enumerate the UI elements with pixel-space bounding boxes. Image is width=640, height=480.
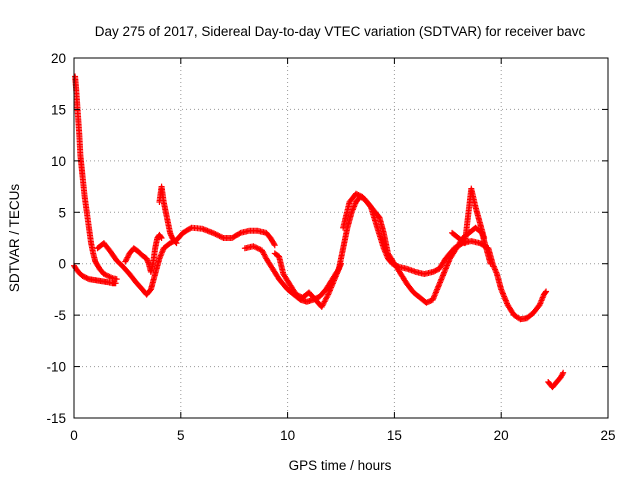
data-point	[113, 276, 120, 283]
data-point	[559, 371, 566, 378]
data-point	[215, 232, 222, 239]
x-tick-label: 20	[494, 428, 509, 443]
data-point	[212, 231, 219, 238]
data-point	[324, 292, 331, 299]
data-point	[542, 289, 549, 296]
x-axis-label: GPS time / hours	[289, 458, 392, 473]
data-point	[173, 240, 180, 247]
x-tick-label: 15	[387, 428, 402, 443]
data-point	[213, 231, 220, 238]
series-track-3	[94, 224, 278, 298]
series-track-5	[156, 183, 180, 247]
x-tick-label: 10	[280, 428, 295, 443]
x-tick-label: 5	[177, 428, 185, 443]
series-track-1	[72, 73, 120, 283]
y-tick-label: 5	[58, 205, 66, 220]
series-track-10	[545, 369, 567, 391]
data-point	[217, 233, 224, 240]
x-tick-label: 0	[70, 428, 78, 443]
data-point	[560, 369, 567, 376]
plot-frame	[73, 57, 609, 419]
y-tick-label: 0	[58, 257, 66, 272]
data-point	[271, 241, 278, 247]
data-point	[209, 229, 216, 236]
data-points	[71, 73, 567, 391]
series-track-2	[71, 262, 119, 287]
data-point	[112, 280, 119, 287]
data-point	[481, 235, 488, 241]
data-point	[338, 260, 344, 267]
data-point	[271, 242, 278, 249]
y-tick-label: -5	[54, 308, 66, 323]
data-point	[172, 239, 179, 246]
y-tick-label: 15	[51, 102, 66, 117]
data-point	[543, 288, 550, 295]
series-track-9	[449, 185, 488, 247]
data-point	[157, 233, 164, 240]
chart-title: Day 275 of 2017, Sidereal Day-to-day VTE…	[95, 24, 586, 39]
data-point	[236, 230, 243, 237]
series-track-7	[271, 250, 344, 310]
series-track-4	[122, 231, 165, 275]
data-point	[216, 233, 223, 240]
y-tick-label: -15	[46, 411, 66, 426]
y-tick-label: 20	[51, 51, 66, 66]
x-tick-label: 25	[600, 428, 615, 443]
data-point	[487, 260, 494, 267]
y-tick-label: 10	[51, 154, 66, 169]
y-tick-label: -10	[46, 360, 66, 375]
data-point	[219, 234, 226, 241]
data-point	[158, 235, 165, 241]
y-axis-label: SDTVAR / TECUs	[7, 184, 22, 293]
axis-ticks: 0 5 10 15 20 25 -15 -10 -5 0 5 10 15 20	[46, 51, 615, 443]
data-point	[211, 230, 218, 237]
